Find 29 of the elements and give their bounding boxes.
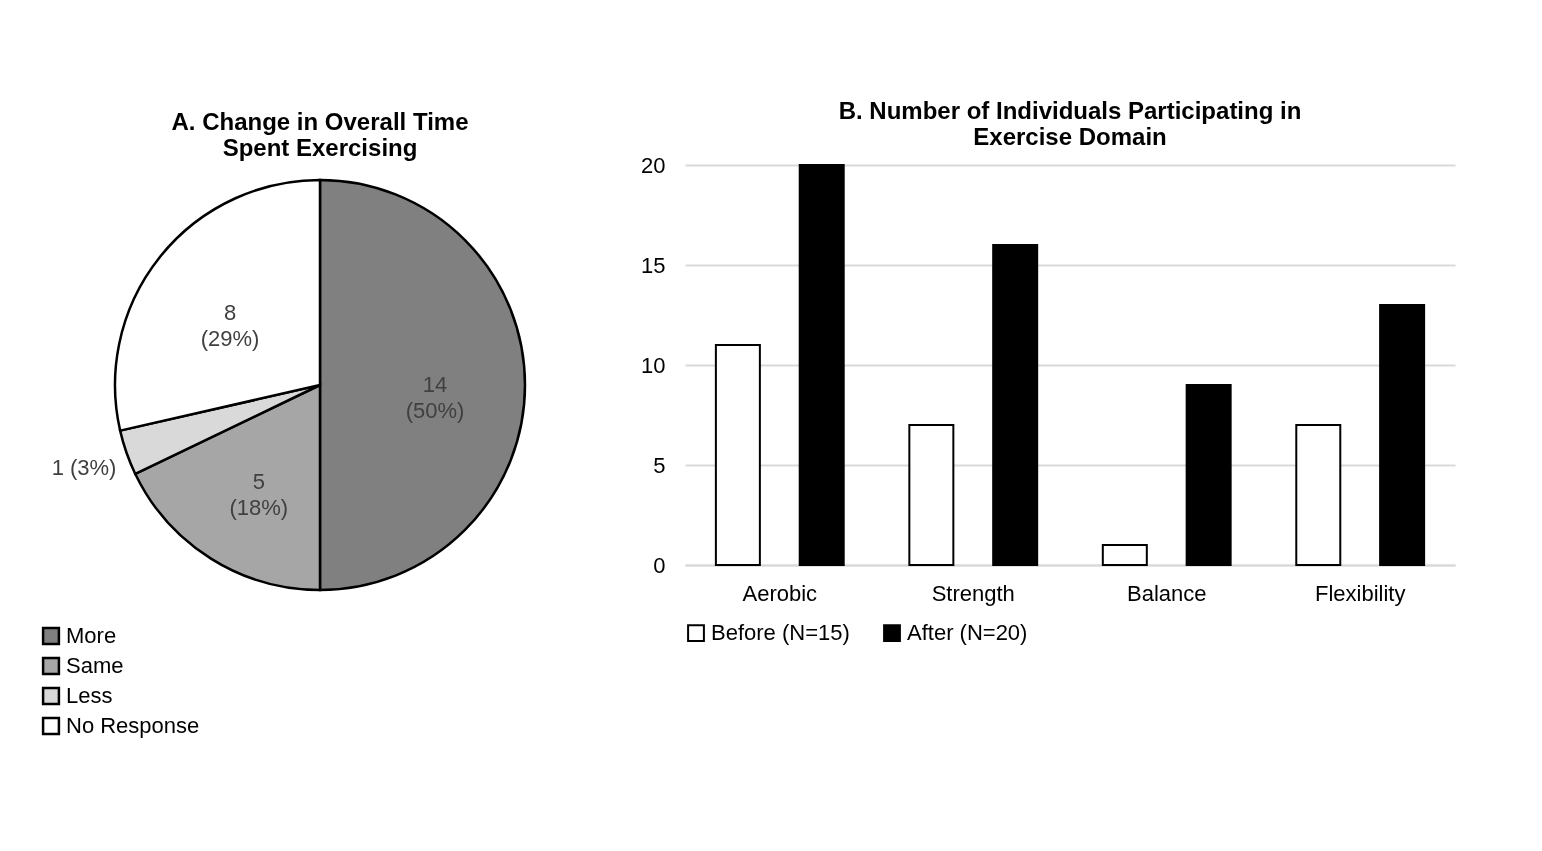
bar	[908, 424, 955, 566]
chart-title: A. Change in Overall Time Spent Exercising	[171, 108, 469, 161]
y-tick-label: 5	[653, 452, 666, 478]
legend-label: Before (N=15)	[711, 620, 850, 646]
bar	[1379, 304, 1426, 566]
x-tick-label: Aerobic	[742, 580, 818, 606]
legend-label: Less	[66, 683, 113, 708]
data-label: 14 (50%)	[405, 372, 465, 423]
x-tick-label: Strength	[931, 580, 1015, 606]
bar	[714, 344, 761, 566]
bar	[1101, 544, 1148, 566]
x-tick-label: Balance	[1126, 580, 1207, 606]
data-label: 5 (18%)	[229, 469, 289, 521]
y-tick-label: 10	[641, 352, 666, 378]
bar	[1295, 424, 1342, 566]
x-tick-label: Flexibility	[1314, 580, 1406, 606]
legend-label: No Response	[66, 713, 200, 738]
y-tick-label: 20	[641, 152, 666, 178]
legend-label: Same	[66, 653, 124, 678]
chart-title: B. Number of Individuals Participating in Exercise Domain	[838, 97, 1302, 150]
legend-label: More	[66, 623, 117, 648]
y-tick-label: 15	[641, 252, 666, 278]
data-label: 1 (3%)	[51, 454, 117, 480]
bar	[798, 164, 845, 566]
bar	[1185, 384, 1232, 566]
bar	[992, 244, 1039, 566]
data-label: 8 (29%)	[200, 300, 260, 352]
legend-label: After (N=20)	[907, 620, 1028, 646]
y-tick-label: 0	[653, 552, 666, 578]
